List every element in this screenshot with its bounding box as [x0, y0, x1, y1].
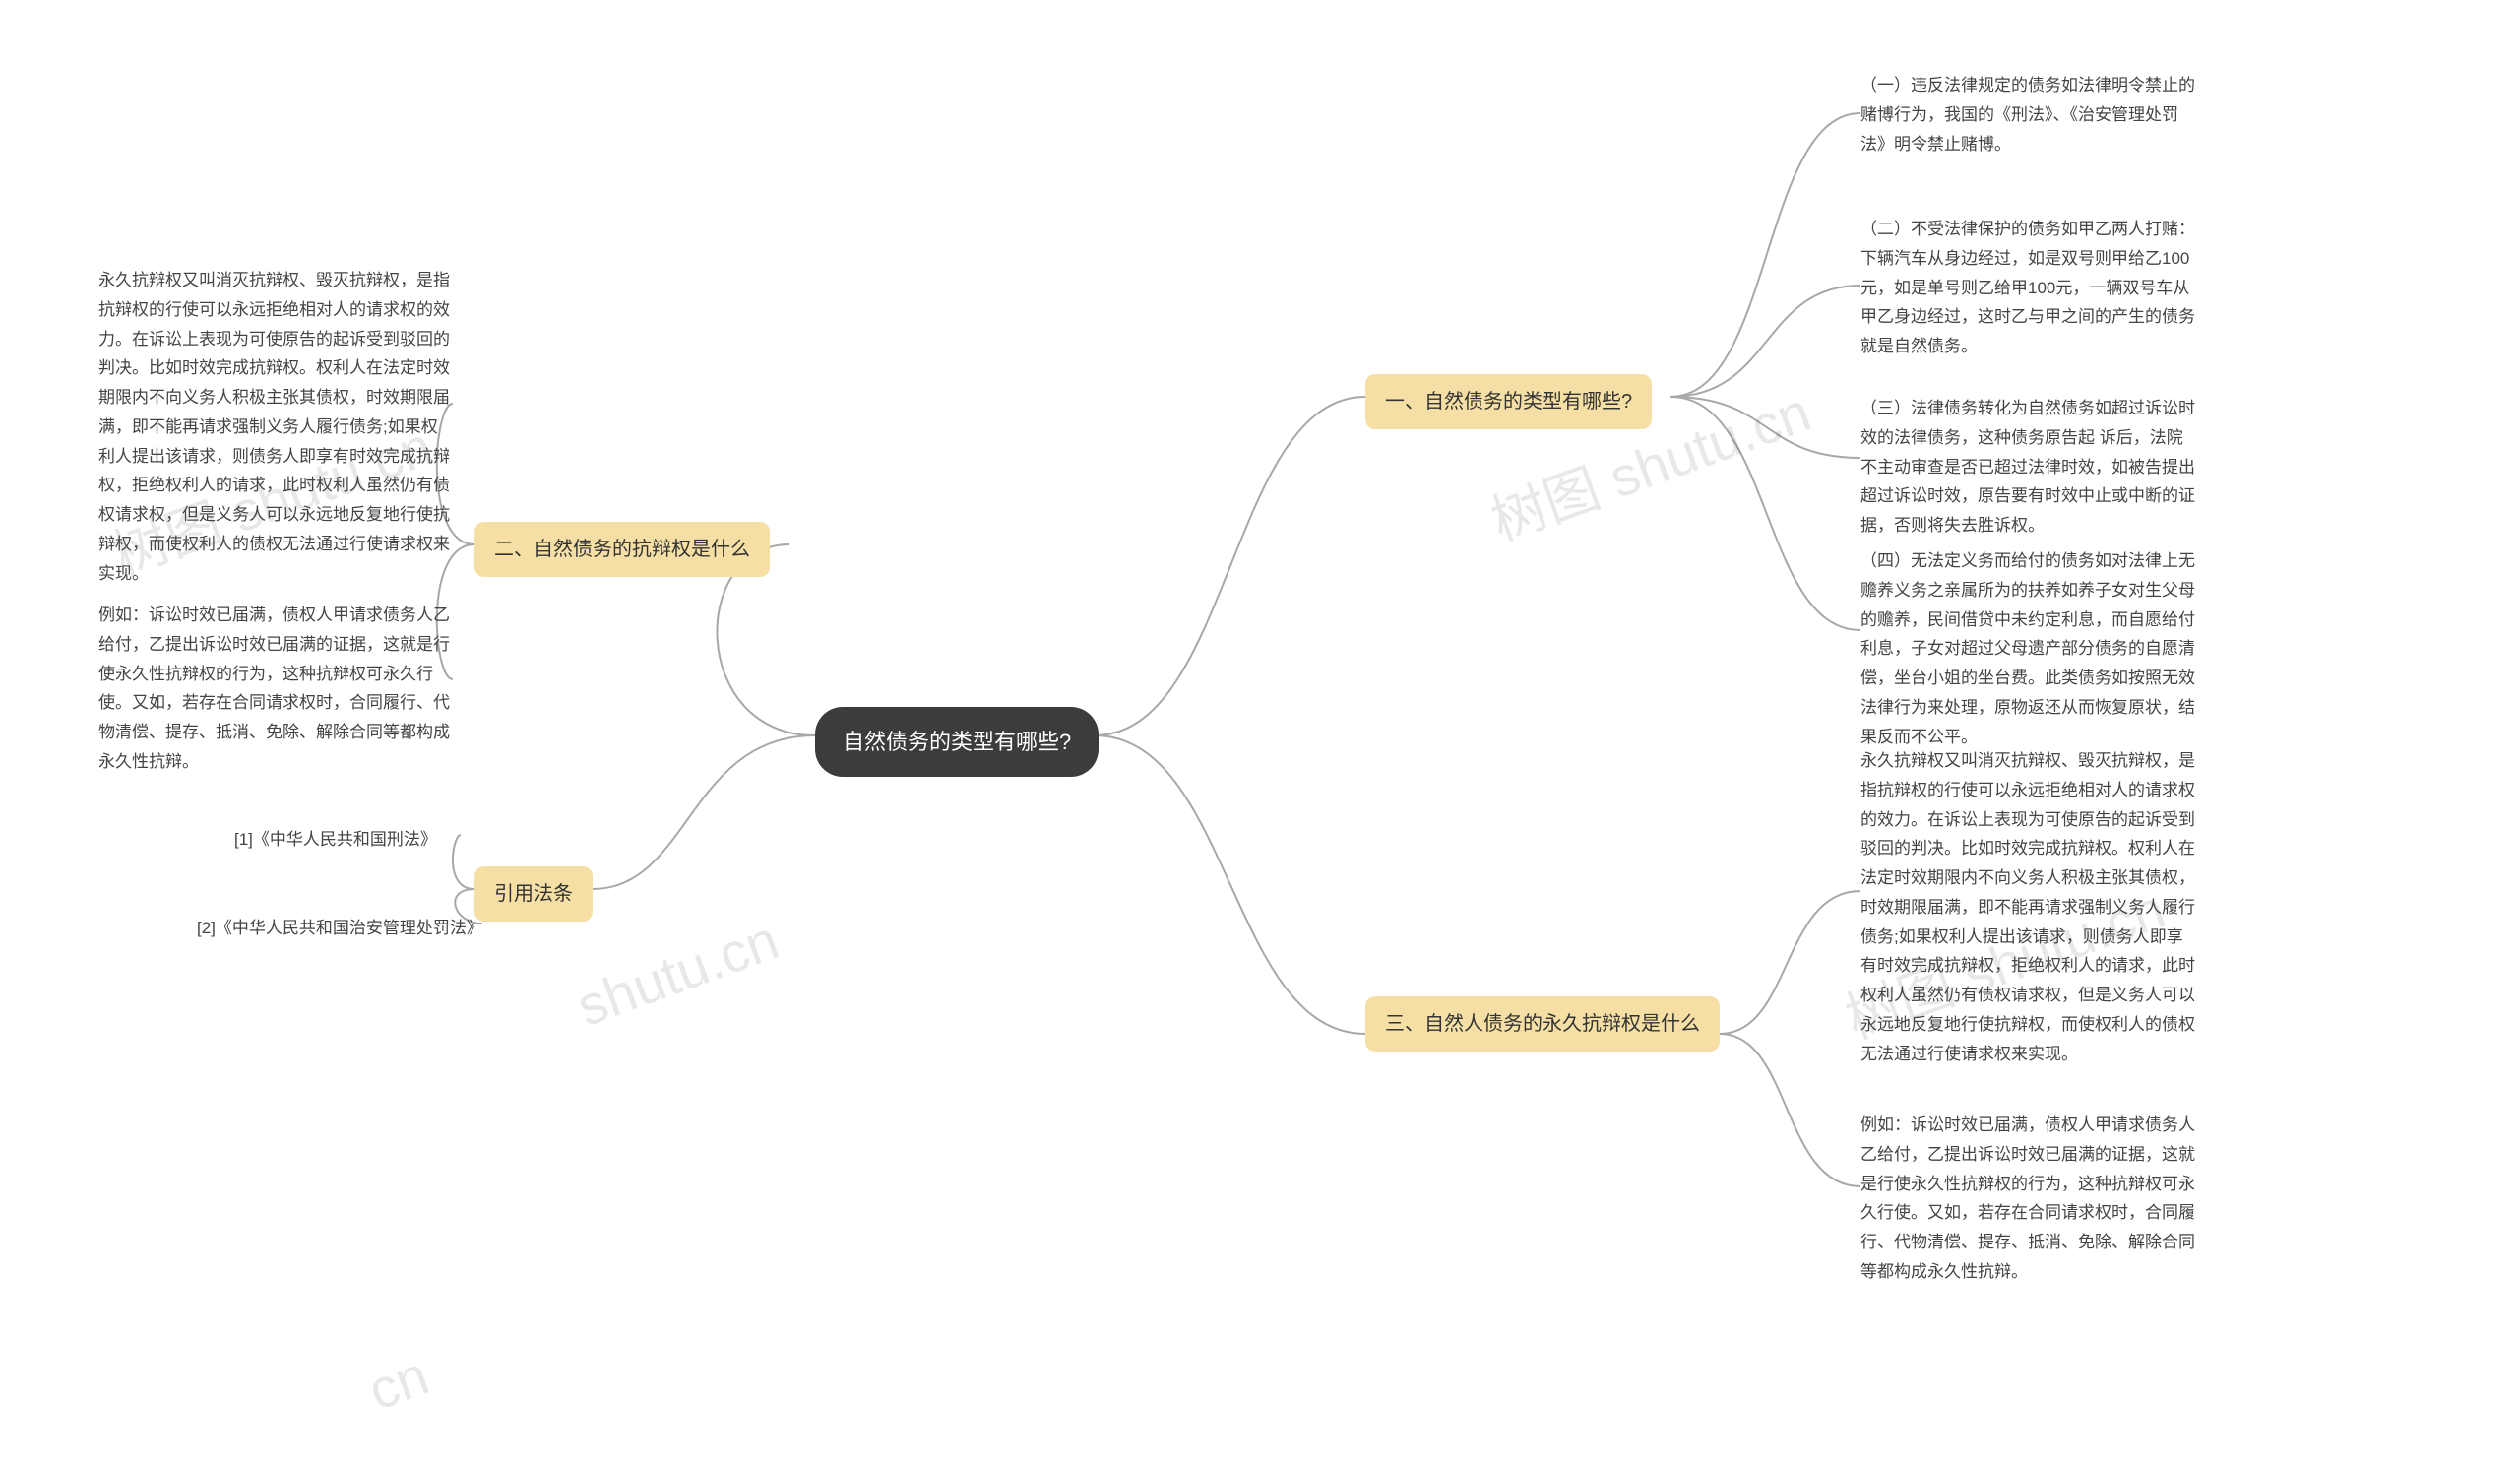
branch-citations[interactable]: 引用法条 [474, 866, 593, 922]
leaf-type-2: （二）不受法律保护的债务如甲乙两人打赌：下辆汽车从身边经过，如是双号则甲给乙10… [1860, 215, 2195, 361]
leaf-defense-1: 永久抗辩权又叫消灭抗辩权、毁灭抗辩权，是指抗辩权的行使可以永远拒绝相对人的请求权… [98, 266, 453, 588]
leaf-type-4: （四）无法定义务而给付的债务如对法律上无赡养义务之亲属所为的扶养如养子女对生父母… [1860, 546, 2195, 751]
leaf-defense-2: 例如：诉讼时效已届满，债权人甲请求债务人乙给付，乙提出诉讼时效已届满的证据，这就… [98, 601, 453, 777]
branch-defense[interactable]: 二、自然债务的抗辩权是什么 [474, 522, 770, 577]
mindmap-center[interactable]: 自然债务的类型有哪些? [815, 707, 1099, 777]
leaf-permanent-1: 永久抗辩权又叫消灭抗辩权、毁灭抗辩权，是指抗辩权的行使可以永远拒绝相对人的请求权… [1860, 746, 2195, 1068]
leaf-citation-1: [1]《中华人民共和国刑法》 [234, 825, 461, 855]
watermark: shutu.cn [569, 908, 787, 1039]
leaf-permanent-2: 例如：诉讼时效已届满，债权人甲请求债务人乙给付，乙提出诉讼时效已届满的证据，这就… [1860, 1111, 2195, 1287]
watermark: cn [360, 1343, 437, 1423]
branch-permanent-defense[interactable]: 三、自然人债务的永久抗辩权是什么 [1365, 996, 1720, 1052]
leaf-type-3: （三）法律债务转化为自然债务如超过诉讼时效的法律债务，这种债务原告起 诉后，法院… [1860, 394, 2195, 541]
leaf-type-1: （一）违反法律规定的债务如法律明令禁止的赌博行为，我国的《刑法》、《治安管理处罚… [1860, 71, 2195, 159]
leaf-citation-2: [2]《中华人民共和国治安管理处罚法》 [197, 914, 482, 943]
branch-types[interactable]: 一、自然债务的类型有哪些? [1365, 374, 1652, 429]
